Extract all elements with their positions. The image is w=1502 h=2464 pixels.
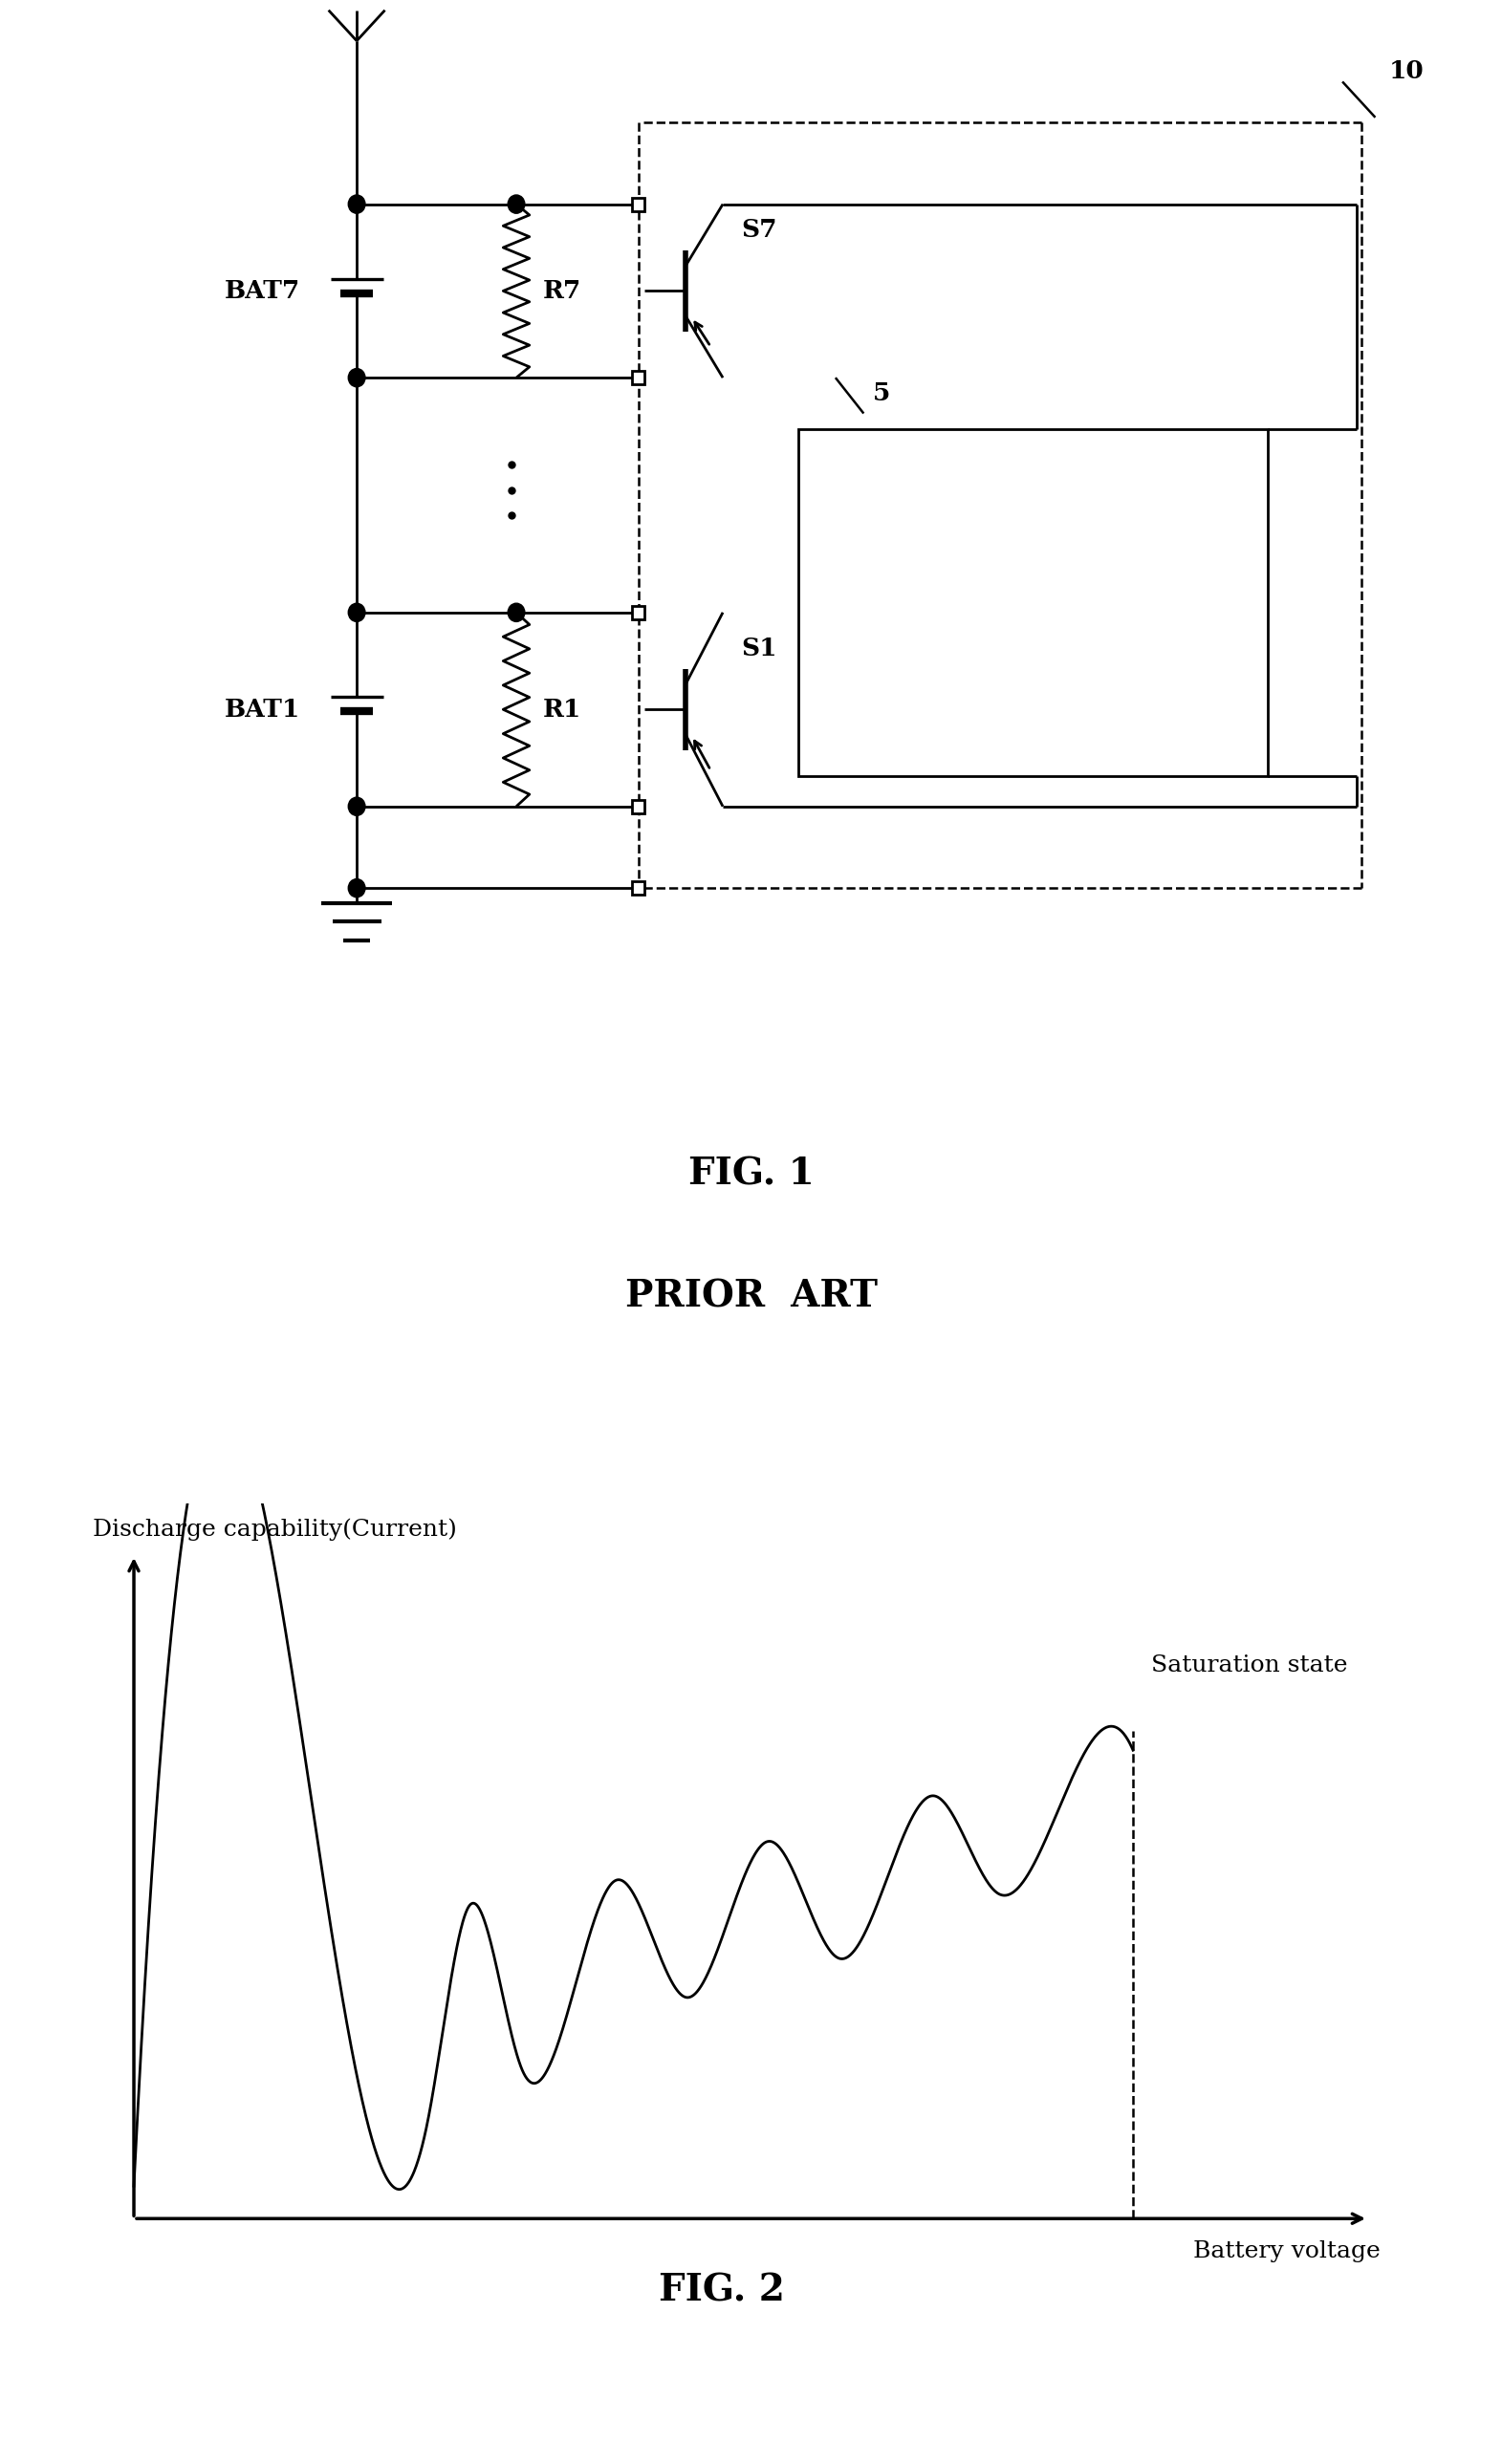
Text: FIG. 2: FIG. 2	[658, 2272, 784, 2309]
Bar	[632, 372, 644, 384]
Bar	[632, 197, 644, 212]
Bar	[632, 606, 644, 618]
Text: R1: R1	[542, 697, 581, 722]
Text: BAT7: BAT7	[225, 278, 300, 303]
Circle shape	[348, 880, 365, 897]
Text: Saturation state: Saturation state	[1151, 1656, 1347, 1676]
Bar	[632, 801, 644, 813]
Circle shape	[348, 195, 365, 214]
Text: 10: 10	[1389, 59, 1424, 84]
Circle shape	[348, 798, 365, 816]
Text: S1: S1	[742, 636, 778, 660]
Bar	[632, 882, 644, 894]
Text: R7: R7	[542, 278, 581, 303]
Text: FIG. 1: FIG. 1	[688, 1156, 814, 1193]
Circle shape	[348, 604, 365, 621]
Text: Battery voltage: Battery voltage	[1193, 2240, 1380, 2262]
Circle shape	[508, 195, 524, 214]
Circle shape	[508, 604, 524, 621]
Text: PRIOR  ART: PRIOR ART	[625, 1279, 877, 1316]
Text: Discharge capability(Current): Discharge capability(Current)	[93, 1518, 457, 1540]
Text: 5: 5	[873, 382, 891, 404]
Text: BAT1: BAT1	[225, 697, 300, 722]
Bar	[798, 429, 1268, 776]
Text: S7: S7	[742, 217, 778, 241]
Circle shape	[348, 370, 365, 387]
